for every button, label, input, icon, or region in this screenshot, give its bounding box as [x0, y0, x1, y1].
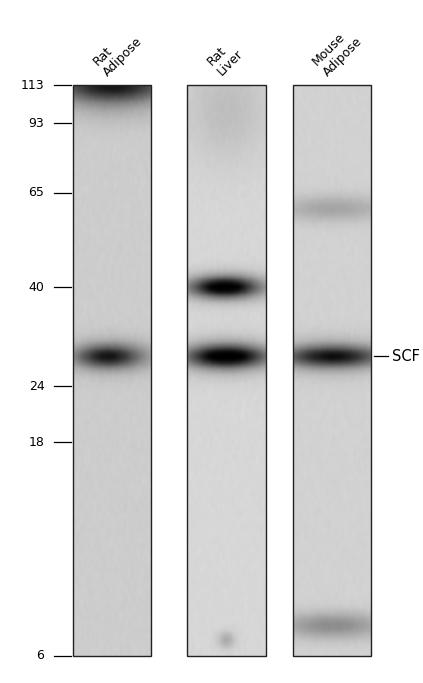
Text: Rat
Adipose: Rat Adipose [90, 24, 145, 79]
Text: 6: 6 [36, 649, 44, 663]
Text: 18: 18 [28, 436, 44, 449]
Text: 24: 24 [29, 380, 44, 393]
Text: SCF: SCF [392, 349, 420, 364]
Bar [187, 85, 266, 656]
Text: 65: 65 [28, 186, 44, 199]
Bar [293, 85, 371, 656]
Text: 93: 93 [29, 117, 44, 130]
Text: 40: 40 [28, 281, 44, 294]
Text: 113: 113 [21, 79, 44, 92]
Bar [73, 85, 151, 656]
Text: Mouse
Adipose: Mouse Adipose [310, 24, 365, 79]
Text: Rat
Liver: Rat Liver [204, 37, 246, 79]
